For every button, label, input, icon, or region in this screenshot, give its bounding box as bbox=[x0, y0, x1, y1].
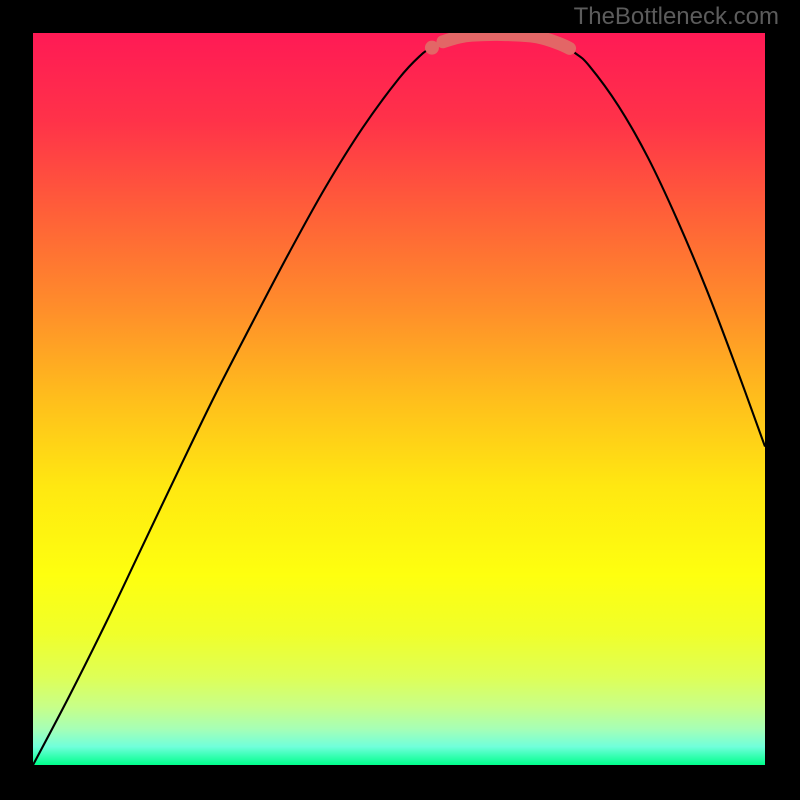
gradient-background bbox=[33, 33, 765, 765]
marker-dot bbox=[425, 41, 439, 55]
watermark-text: TheBottleneck.com bbox=[574, 3, 779, 31]
chart-container: TheBottleneck.com bbox=[0, 0, 800, 800]
plot-area bbox=[33, 33, 765, 765]
chart-svg bbox=[33, 33, 765, 765]
